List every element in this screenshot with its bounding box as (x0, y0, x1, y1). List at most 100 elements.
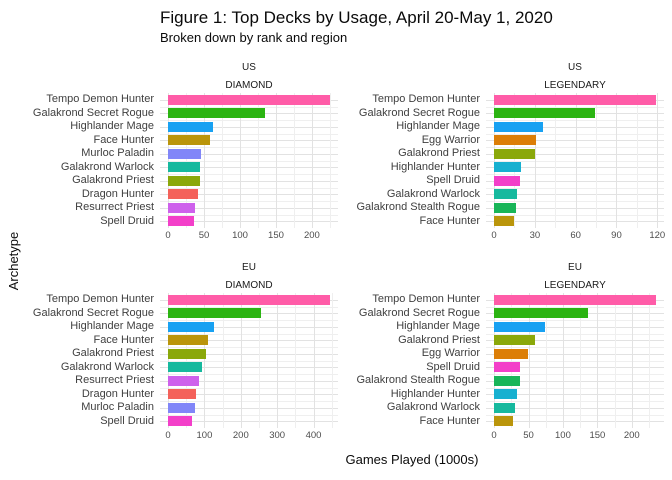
gridline-horizontal (160, 414, 338, 416)
category-label: Egg Warrior (421, 347, 480, 359)
category-label: Galakrond Warlock (386, 187, 480, 200)
bar (168, 335, 209, 346)
gridline-horizontal (486, 326, 664, 328)
gridline-horizontal (486, 347, 664, 348)
gridline-minor (580, 293, 582, 428)
category-label: Tempo Demon Hunter (46, 93, 154, 105)
gridline-horizontal (486, 180, 664, 182)
gridline-horizontal (486, 120, 664, 121)
category-label: Highlander Mage (70, 120, 154, 132)
gridline-horizontal (160, 326, 338, 328)
x-tick-label: 0 (491, 230, 497, 241)
category-label: Galakrond Warlock (386, 401, 480, 413)
x-tick-label: 200 (303, 230, 320, 241)
y-axis-labels: Tempo Demon Hunter Galakrond Secret Rogue… (28, 93, 154, 228)
gridline-horizontal (486, 414, 664, 416)
gridline-major (616, 93, 618, 228)
bar (168, 108, 266, 119)
gridline-horizontal (160, 187, 338, 189)
gridline-horizontal (486, 374, 664, 375)
gridline-major (534, 93, 536, 228)
gridline-horizontal (486, 194, 664, 196)
bar (168, 121, 213, 132)
x-axis-ticks: 0 50 100 150 200 (486, 430, 664, 444)
category-label: Tempo Demon Hunter (372, 93, 480, 105)
category-label: Galakrond Stealth Rogue (356, 201, 480, 213)
gridline-horizontal (486, 401, 664, 402)
gridline-minor (257, 93, 259, 228)
gridline-horizontal (160, 201, 338, 202)
gridline-minor (555, 93, 557, 228)
category-label: Spell Druid (100, 214, 154, 227)
gridline-major (494, 93, 496, 228)
bar (494, 121, 544, 132)
gridline-horizontal (486, 201, 664, 202)
gridline-major (240, 93, 241, 228)
x-tick-label: 100 (555, 430, 571, 441)
bar (494, 148, 535, 159)
gridline-horizontal (486, 380, 664, 382)
gridline-major (631, 293, 633, 428)
bar (168, 148, 202, 159)
gridline-horizontal (486, 421, 664, 423)
plot-panel (160, 293, 338, 428)
gridline-horizontal (486, 320, 664, 321)
x-tick-label: 60 (570, 230, 581, 241)
bar (168, 294, 330, 305)
bar (168, 189, 199, 200)
gridline-horizontal (160, 333, 338, 335)
gridline-minor (514, 93, 516, 228)
category-label: Highlander Mage (396, 320, 480, 332)
category-label: Galakrond Warlock (60, 160, 154, 173)
category-label: Face Hunter (419, 414, 480, 427)
bar (494, 335, 535, 346)
x-tick-label: 50 (523, 430, 534, 441)
x-tick-label: 0 (165, 430, 171, 441)
gridline-horizontal (160, 180, 338, 182)
gridline-horizontal (486, 147, 664, 148)
category-label: Spell Druid (426, 174, 480, 186)
y-axis-title: Archetype (6, 231, 21, 291)
gridline-horizontal (160, 347, 338, 348)
facet-strip-rank: DIAMOND (225, 80, 273, 91)
gridline-horizontal (160, 194, 338, 196)
gridline-major (657, 93, 659, 228)
bar (494, 402, 516, 413)
category-label: Tempo Demon Hunter (372, 293, 480, 305)
gridline-minor (331, 293, 333, 428)
category-label: Galakrond Secret Rogue (358, 106, 480, 119)
gridline-major (528, 293, 530, 428)
facet-strip-rank: LEGENDARY (544, 280, 606, 291)
facet-strip-rank: LEGENDARY (544, 80, 606, 91)
plot-panel (160, 93, 338, 228)
category-label: Spell Druid (100, 414, 154, 427)
bar (168, 135, 210, 146)
gridline-major (204, 93, 206, 228)
category-label: Highlander Mage (70, 320, 154, 332)
gridline-horizontal (486, 133, 664, 135)
category-label: Murloc Paladin (81, 147, 154, 159)
gridline-major (597, 293, 599, 428)
gridline-horizontal (160, 153, 338, 155)
category-label: Galakrond Stealth Rogue (356, 374, 480, 386)
category-label: Dragon Hunter (81, 187, 154, 200)
gridline-horizontal (160, 353, 338, 355)
figure-title: Figure 1: Top Decks by Usage, April 20-M… (160, 8, 553, 27)
bar (168, 362, 202, 373)
gridline-major (313, 293, 315, 428)
x-tick-label: 150 (268, 230, 284, 241)
x-tick-label: 100 (232, 230, 248, 241)
bar (168, 162, 201, 173)
x-tick-label: 0 (165, 230, 171, 241)
gridline-horizontal (160, 126, 338, 128)
gridline-horizontal (486, 140, 664, 142)
x-tick-label: 120 (649, 230, 666, 241)
gridline-horizontal (486, 306, 664, 308)
facet-strip-region: US (242, 62, 256, 73)
bar (168, 175, 200, 186)
gridline-major (240, 293, 242, 428)
gridline-horizontal (160, 120, 338, 121)
gridline-minor (259, 293, 260, 428)
gridline-minor (186, 93, 188, 228)
gridline-minor (636, 93, 638, 228)
